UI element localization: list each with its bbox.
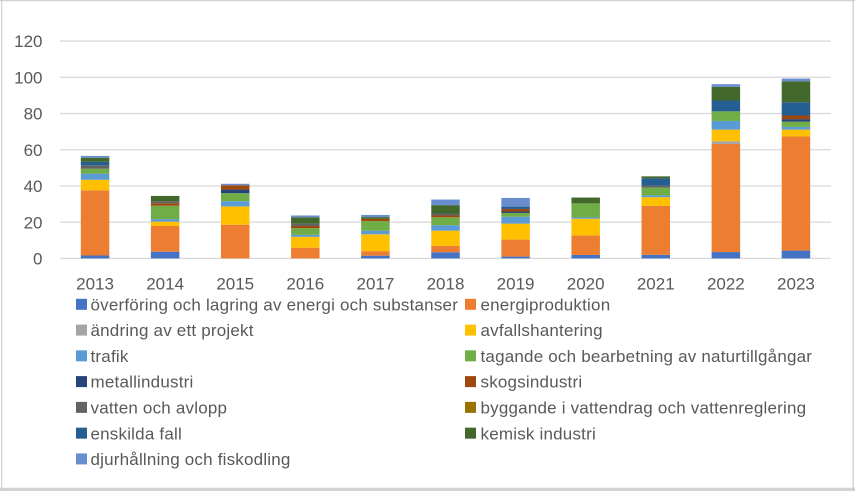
svg-text:avfallshantering: avfallshantering xyxy=(481,321,603,340)
svg-text:tagande och bearbetning av nat: tagande och bearbetning av naturtillgång… xyxy=(481,347,813,366)
svg-text:0: 0 xyxy=(33,250,42,269)
svg-text:2016: 2016 xyxy=(286,274,324,293)
svg-text:2020: 2020 xyxy=(567,274,605,293)
svg-text:överföring och lagring av ener: överföring och lagring av energi och sub… xyxy=(91,295,459,314)
svg-text:2018: 2018 xyxy=(427,274,465,293)
svg-text:ändring av ett projekt: ändring av ett projekt xyxy=(91,321,254,340)
svg-text:2022: 2022 xyxy=(707,274,745,293)
svg-text:enskilda fall: enskilda fall xyxy=(91,424,182,443)
svg-text:vatten och avlopp: vatten och avlopp xyxy=(91,398,228,417)
svg-text:byggande i vattendrag och vatt: byggande i vattendrag och vattenreglerin… xyxy=(481,398,807,417)
svg-text:2019: 2019 xyxy=(497,274,535,293)
svg-text:energiproduktion: energiproduktion xyxy=(481,295,611,314)
svg-text:skogsindustri: skogsindustri xyxy=(481,373,583,392)
svg-text:2013: 2013 xyxy=(76,274,114,293)
svg-text:20: 20 xyxy=(24,213,43,232)
svg-text:80: 80 xyxy=(24,105,43,124)
svg-text:metallindustri: metallindustri xyxy=(91,373,194,392)
svg-text:100: 100 xyxy=(14,68,42,87)
svg-text:djurhållning och fiskodling: djurhållning och fiskodling xyxy=(91,450,291,469)
svg-text:2014: 2014 xyxy=(146,274,184,293)
svg-text:60: 60 xyxy=(24,141,43,160)
svg-text:2015: 2015 xyxy=(216,274,254,293)
svg-text:2023: 2023 xyxy=(777,274,815,293)
svg-text:kemisk industri: kemisk industri xyxy=(481,424,596,443)
svg-text:40: 40 xyxy=(24,177,43,196)
svg-text:120: 120 xyxy=(14,32,42,51)
svg-text:trafik: trafik xyxy=(91,347,129,366)
svg-text:2017: 2017 xyxy=(356,274,394,293)
svg-text:2021: 2021 xyxy=(637,274,675,293)
